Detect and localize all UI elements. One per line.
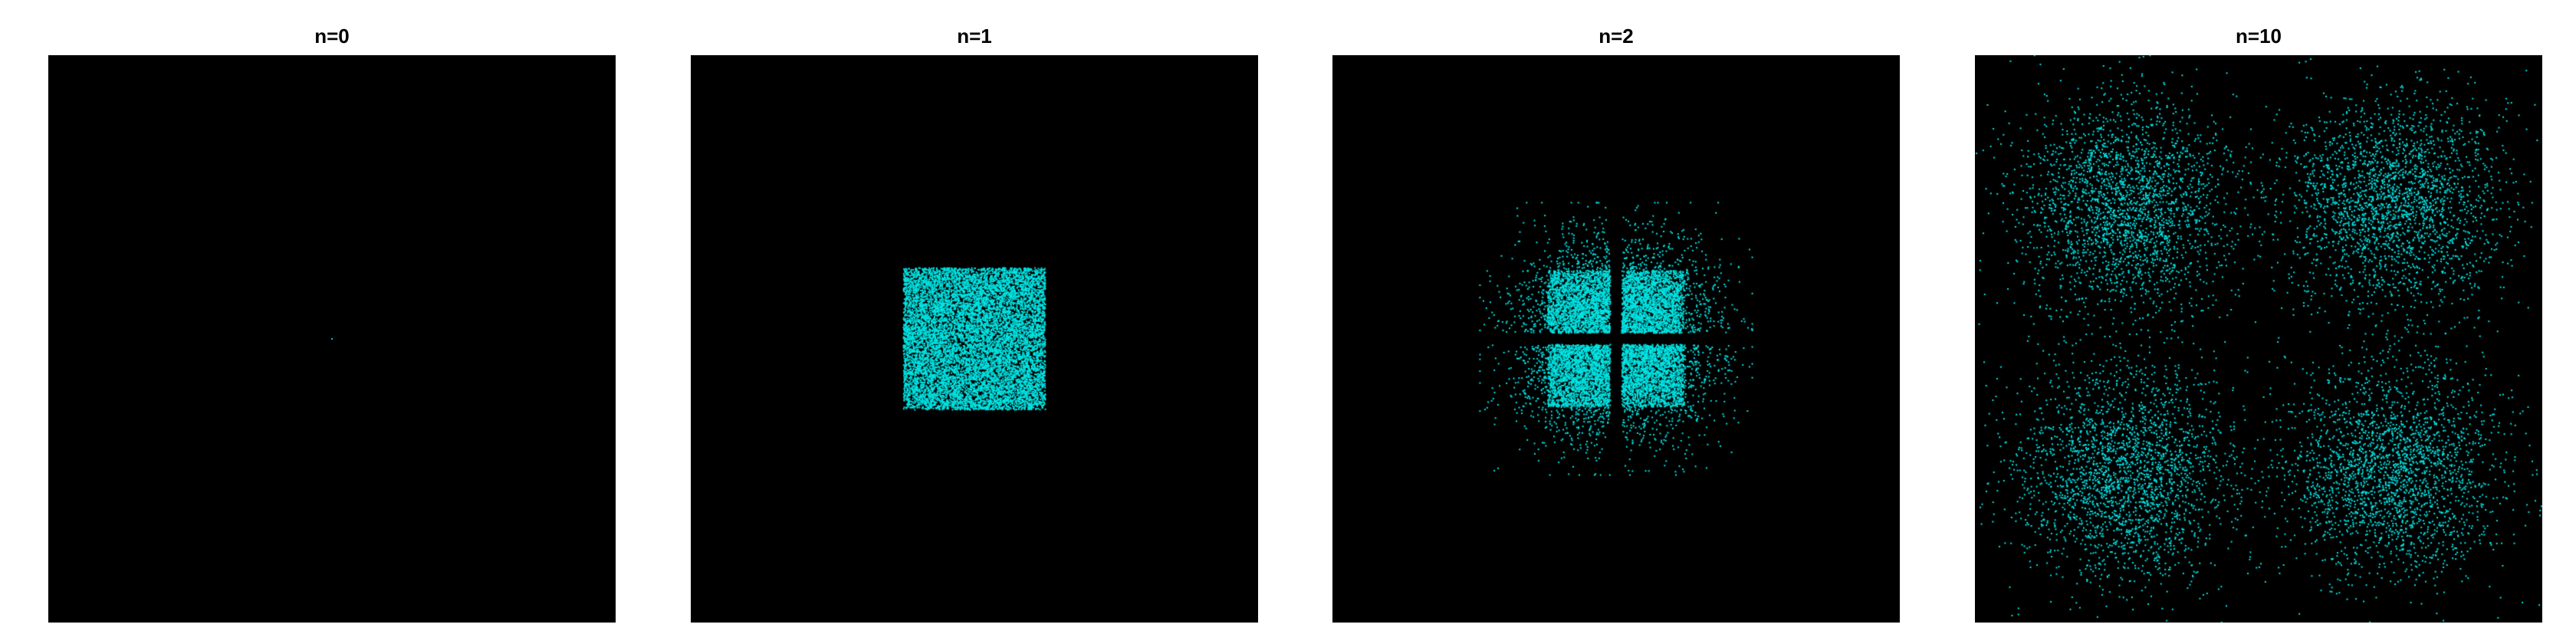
scatter-plot-area [1332,55,1900,623]
panel-n2: n=2 [1332,0,1900,644]
scatter-canvas [1332,55,1900,623]
scatter-canvas [691,55,1258,623]
scatter-plot-area [48,55,616,623]
scatter-canvas [48,55,616,623]
panel-title: n=0 [314,25,350,48]
panel-title: n=1 [957,25,992,48]
scatter-plot-area [691,55,1258,623]
panel-title: n=10 [2236,25,2282,48]
panel-n0: n=0 [48,0,616,644]
panel-n10: n=10 [1975,0,2542,644]
scatter-canvas [1975,55,2542,623]
scatter-plot-area [1975,55,2542,623]
panel-n1: n=1 [691,0,1258,644]
panel-title: n=2 [1598,25,1634,48]
